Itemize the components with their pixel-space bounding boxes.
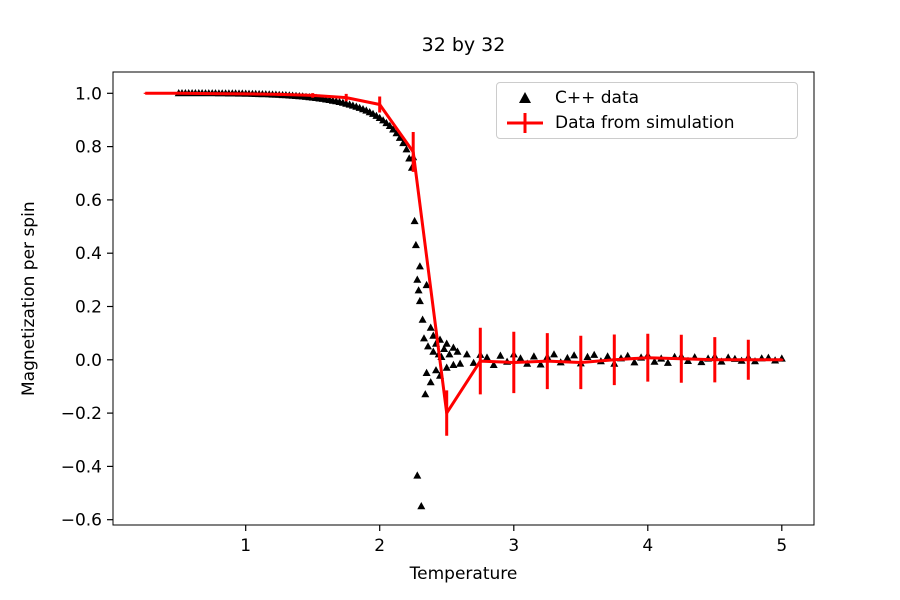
triangle-marker-icon [505,86,545,110]
series-simulation-errorbars [143,92,784,436]
y-tick-label: −0.4 [61,457,102,477]
y-tick-label: 0.4 [75,244,102,264]
legend-entry-simulation: Data from simulation [505,111,789,135]
y-tick-label: 0.8 [75,138,102,158]
x-axis-label: Temperature [409,564,518,584]
y-tick-label: 0.6 [75,191,102,211]
x-tick-label: 3 [508,536,519,556]
legend-label-cpp-data: C++ data [555,88,640,109]
y-tick-label: 0.2 [75,298,102,318]
x-tick-label: 4 [642,536,653,556]
series-simulation-line [145,91,782,415]
x-tick-label: 5 [776,536,787,556]
legend: C++ data Data from simulation [496,82,798,139]
legend-entry-cpp-data: C++ data [505,86,789,110]
y-tick-label: −0.2 [61,404,102,424]
chart-title: 32 by 32 [421,34,506,56]
y-axis-label: Magnetization per spin [19,201,39,396]
legend-label-simulation: Data from simulation [555,112,735,133]
y-tick-label: −0.6 [61,511,102,531]
y-tick-label: 1.0 [75,84,102,104]
x-tick-label: 1 [240,536,251,556]
y-tick-label: 0.0 [75,351,102,371]
axes-frame [112,71,815,526]
errorbar-marker-icon [505,111,545,135]
x-tick-label: 2 [374,536,385,556]
series-cpp-data-markers [174,89,786,510]
